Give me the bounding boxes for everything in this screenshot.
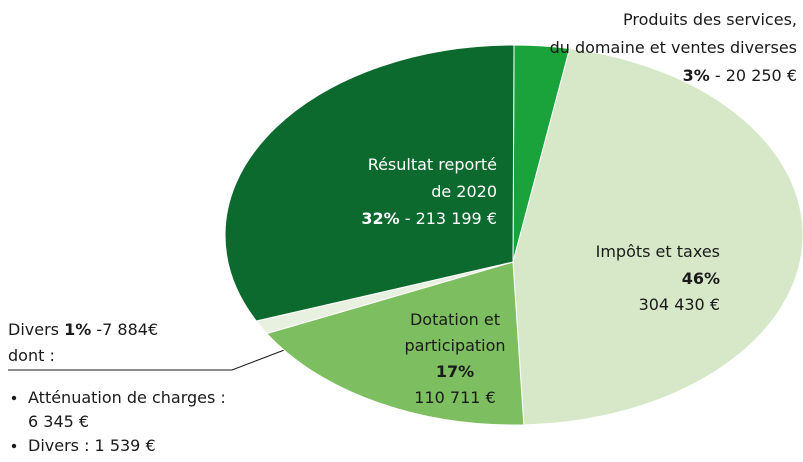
slice-label: 3% - 20 250 €	[683, 66, 797, 85]
label-text: - 213 199 €	[405, 209, 497, 228]
percent-label: 32%	[361, 209, 399, 228]
label-text: de 2020	[431, 182, 497, 201]
slice-label: Divers 1% -7 884€	[8, 320, 158, 339]
label-text: - 20 250 €	[715, 66, 797, 85]
label-text: -7 884€	[96, 320, 158, 339]
slice-label: dont :	[8, 346, 55, 365]
slice-label: Produits des services,	[623, 10, 797, 29]
slice-label: 6 345 €	[28, 412, 89, 431]
slice-label: 110 711 €	[414, 388, 495, 407]
percent-label: 46%	[682, 269, 720, 288]
label-text: Divers	[8, 320, 59, 339]
slice-label: Atténuation de charges :	[28, 388, 226, 407]
slice-label: Dotation et	[410, 310, 500, 329]
pie-slice	[512, 48, 803, 426]
leader-line	[8, 343, 301, 371]
label-text: dont :	[8, 346, 55, 365]
label-text: Atténuation de charges :	[28, 388, 226, 407]
slice-label: du domaine et ventes diverses	[550, 38, 797, 57]
label-text: 304 430 €	[639, 295, 720, 314]
label-text: Impôts et taxes	[596, 242, 720, 261]
bullet	[11, 443, 17, 449]
slice-label: 17%	[436, 362, 474, 381]
slice-label: 304 430 €	[639, 295, 720, 314]
bullet	[11, 395, 17, 401]
label-text: 110 711 €	[414, 388, 495, 407]
slice-label: 46%	[682, 269, 720, 288]
slice-label: Impôts et taxes	[596, 242, 720, 261]
slice-label: participation	[404, 336, 505, 355]
percent-label: 1%	[64, 320, 91, 339]
slice-label: Divers : 1 539 €	[28, 436, 156, 455]
label-text: Divers : 1 539 €	[28, 436, 156, 455]
slice-label: de 2020	[431, 182, 497, 201]
label-text: Dotation et	[410, 310, 500, 329]
pie-slice	[224, 44, 515, 322]
slice-label: Résultat reporté	[368, 155, 497, 174]
label-text: du domaine et ventes diverses	[550, 38, 797, 57]
label-text: participation	[404, 336, 505, 355]
label-text: 6 345 €	[28, 412, 89, 431]
slice-label: 32% - 213 199 €	[361, 209, 497, 228]
pie	[224, 44, 803, 426]
labels: Produits des services, du domaine et vent…	[8, 10, 797, 455]
percent-label: 3%	[683, 66, 710, 85]
label-text: Produits des services,	[623, 10, 797, 29]
label-text: Résultat reporté	[368, 155, 497, 174]
pie-slice	[265, 261, 525, 426]
percent-label: 17%	[436, 362, 474, 381]
